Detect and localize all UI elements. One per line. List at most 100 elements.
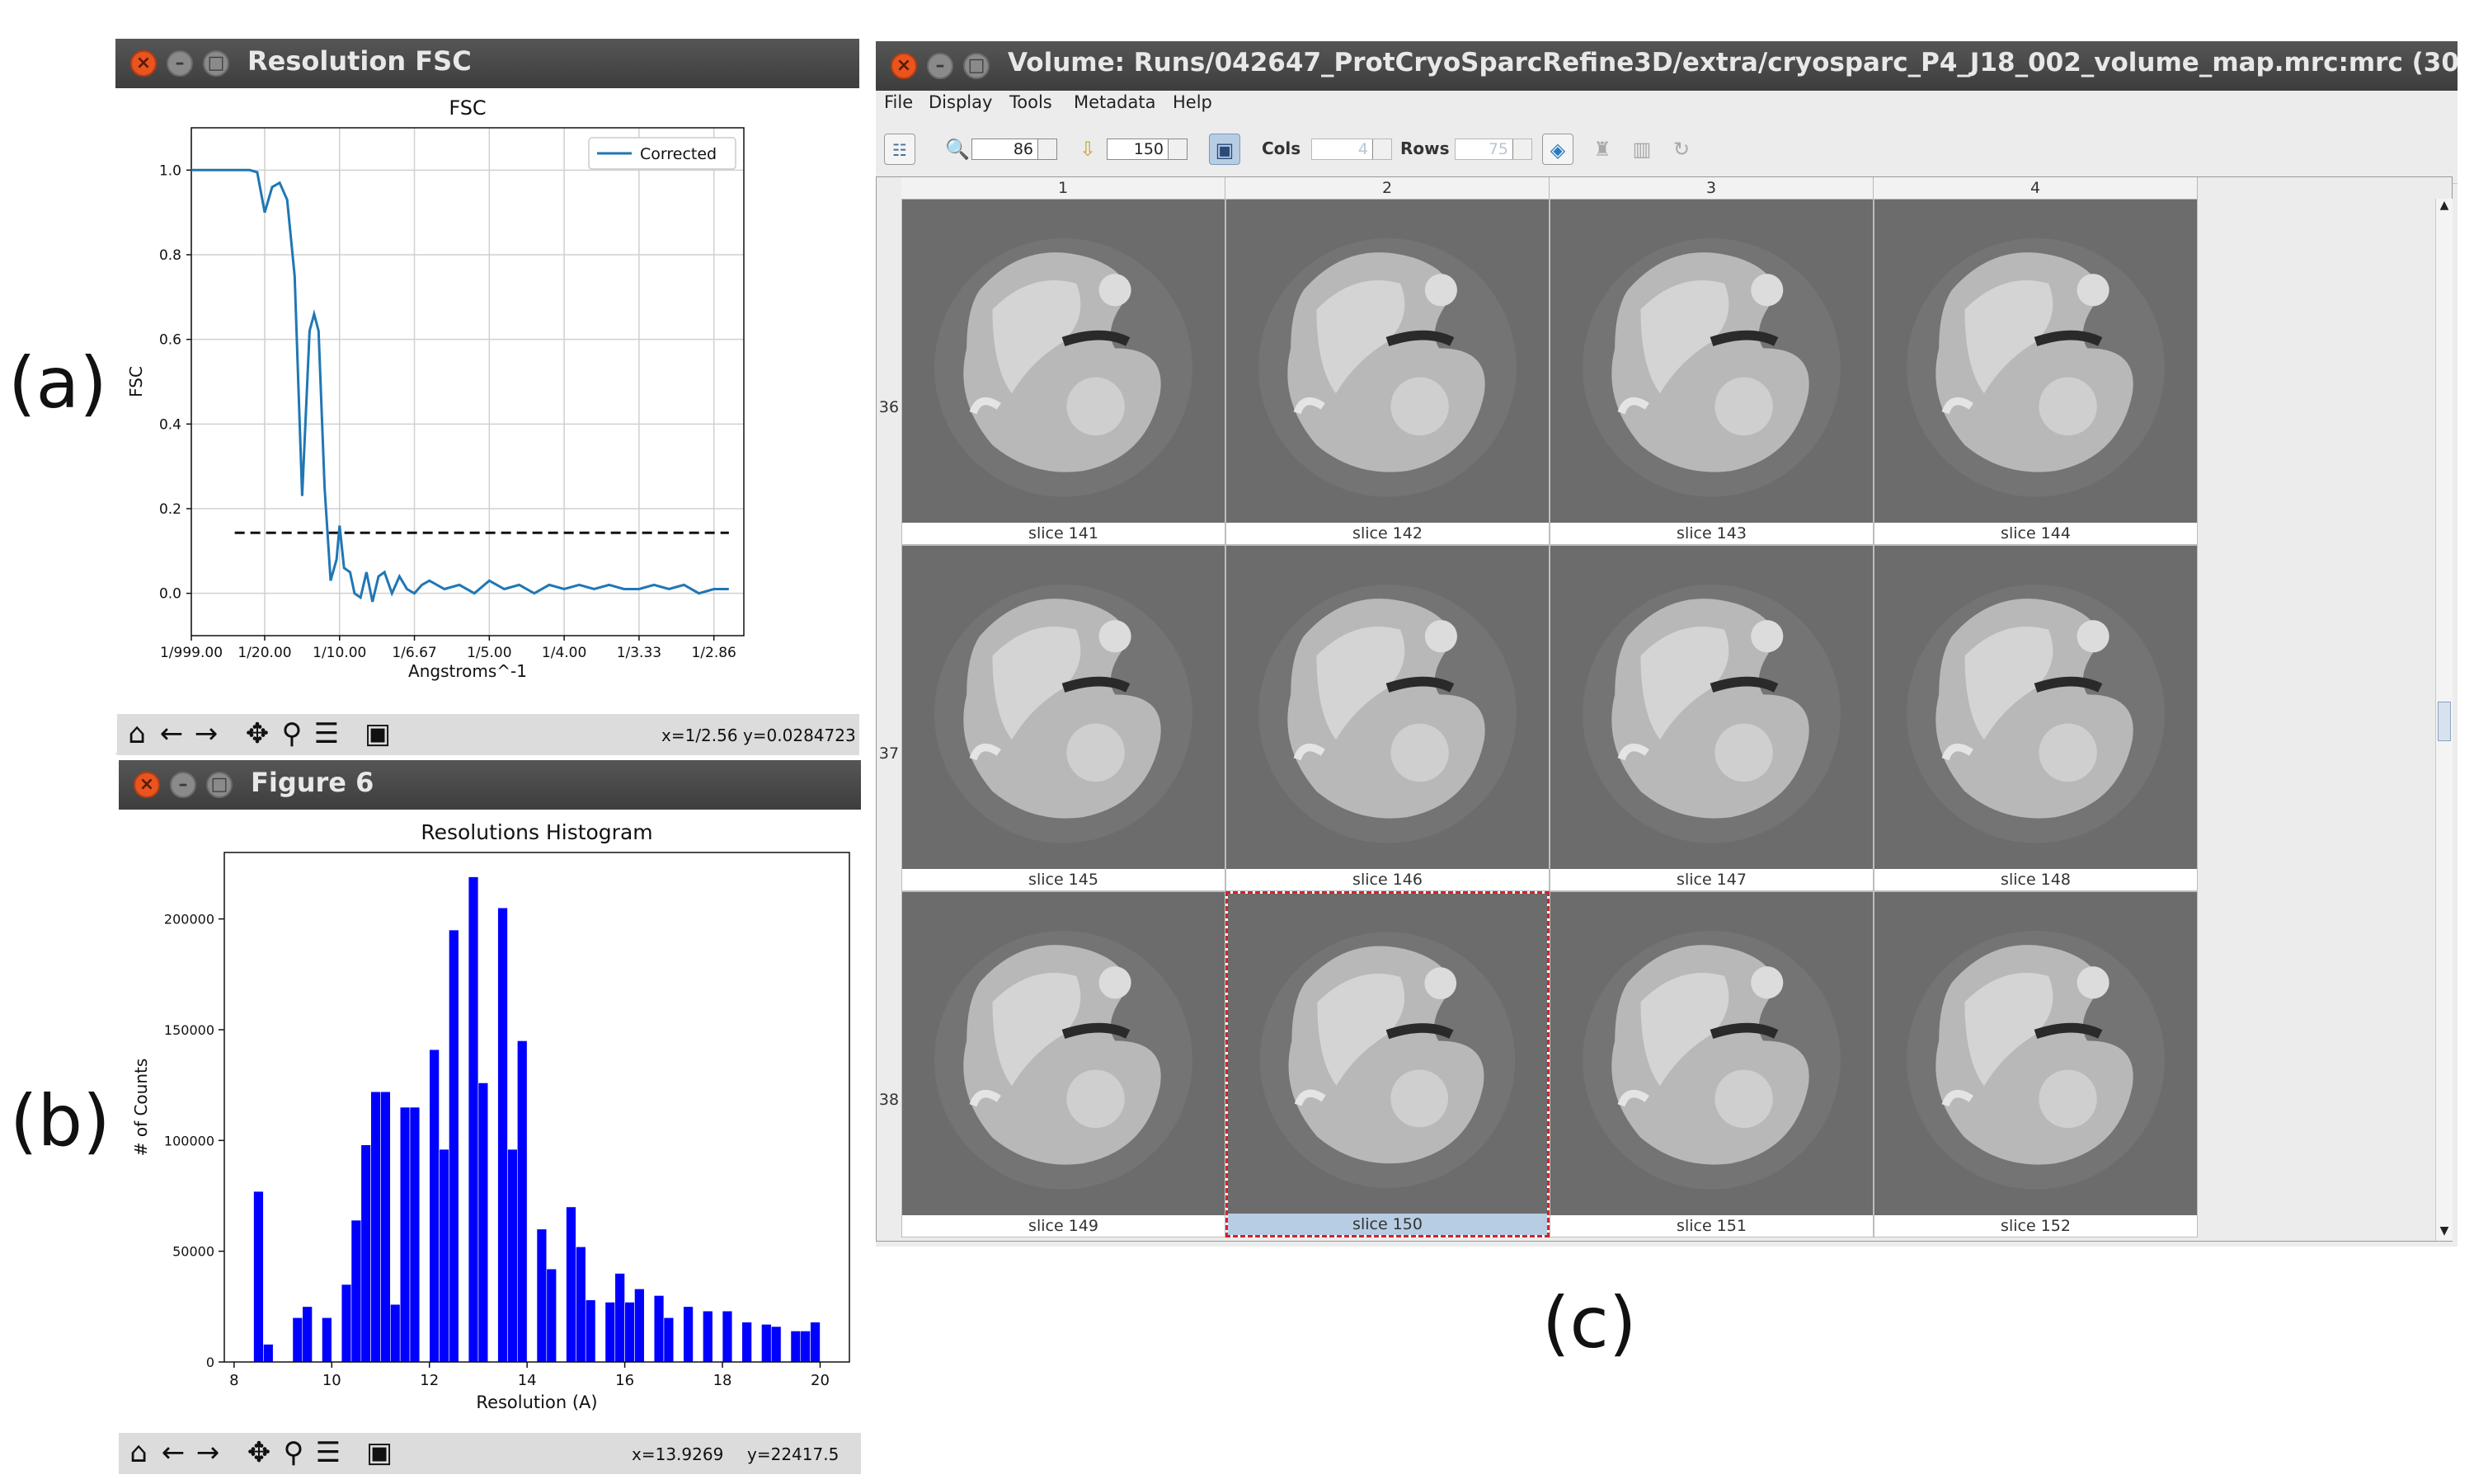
- particle-detail: [1316, 627, 1405, 740]
- window-title: Resolution FSC: [247, 45, 472, 77]
- y-tick-label: 0: [206, 1355, 214, 1370]
- x-tick-label: 1/3.33: [617, 645, 661, 661]
- cols-spinner[interactable]: 4: [1311, 139, 1392, 160]
- binoculars-icon[interactable]: ♜: [1593, 138, 1611, 161]
- y-axis-label: FSC: [126, 366, 146, 397]
- menu-file[interactable]: File: [884, 92, 914, 112]
- refresh-icon[interactable]: ↻: [1672, 138, 1691, 161]
- save-icon[interactable]: ▣: [365, 1436, 393, 1469]
- x-tick-label: 20: [811, 1372, 830, 1389]
- scroll-down-icon[interactable]: ▼: [2439, 1224, 2449, 1237]
- density-map-image: [1583, 238, 1841, 497]
- rows-spinner[interactable]: 75: [1455, 139, 1532, 160]
- minimize-button[interactable]: –: [167, 50, 193, 77]
- close-button[interactable]: ×: [130, 50, 157, 77]
- particle-detail: [1964, 627, 2053, 740]
- histogram-bar: [517, 1040, 528, 1363]
- slice-cell[interactable]: slice 145: [901, 545, 1225, 891]
- minimize-button[interactable]: –: [170, 772, 196, 798]
- configure-icon[interactable]: ☰: [315, 1436, 341, 1469]
- slice-cell[interactable]: slice 147: [1550, 545, 1874, 891]
- slice-cell[interactable]: slice 142: [1225, 199, 1550, 545]
- zoom-icon[interactable]: ⚲: [281, 717, 303, 750]
- column-header[interactable]: 3: [1550, 177, 1874, 199]
- menu-tools[interactable]: Tools: [1009, 92, 1052, 112]
- back-icon[interactable]: ←: [159, 717, 184, 750]
- scroll-up-icon[interactable]: ▲: [2439, 199, 2449, 212]
- maximize-icon: □: [210, 774, 228, 795]
- particle-lobe: [1424, 274, 1457, 307]
- minimize-button[interactable]: –: [927, 53, 953, 79]
- home-icon[interactable]: ⌂: [129, 1436, 148, 1469]
- maximize-button[interactable]: □: [203, 50, 229, 77]
- particle-lobe: [1390, 377, 1449, 436]
- menu-metadata[interactable]: Metadata: [1074, 92, 1156, 112]
- maximize-button[interactable]: □: [206, 772, 233, 798]
- slice-image: [1874, 200, 2197, 523]
- volume-titlebar[interactable]: × – □ Volume: Runs/042647_ProtCryoSparcR…: [876, 41, 2458, 91]
- fsc-titlebar[interactable]: × – □ Resolution FSC: [115, 39, 859, 88]
- vertical-scrollbar[interactable]: ▲ ▼: [2435, 199, 2453, 1241]
- histogram-bar: [653, 1295, 665, 1363]
- normalize-icon[interactable]: ▣: [1209, 134, 1240, 165]
- histogram-bar: [292, 1317, 303, 1363]
- zoom-icon[interactable]: ⚲: [283, 1436, 304, 1469]
- goto-spinner[interactable]: 150: [1107, 139, 1188, 160]
- close-button[interactable]: ×: [134, 772, 160, 798]
- particle-lobe: [1390, 723, 1449, 782]
- configure-icon[interactable]: ☰: [313, 717, 340, 750]
- x-tick-label: 1/20.00: [238, 645, 291, 661]
- histogram-bar: [350, 1219, 362, 1363]
- spinner-arrows-icon[interactable]: [1512, 139, 1531, 159]
- maximize-button[interactable]: □: [963, 53, 990, 79]
- plot-frame: [223, 852, 850, 1363]
- slice-cell[interactable]: slice 152: [1874, 891, 2198, 1237]
- histogram-bar: [477, 1082, 489, 1363]
- spinner-arrows-icon[interactable]: [1372, 139, 1391, 159]
- slice-cell[interactable]: slice 143: [1550, 199, 1874, 545]
- spinner-arrows-icon[interactable]: [1037, 139, 1056, 159]
- menu-help[interactable]: Help: [1173, 92, 1212, 112]
- back-icon[interactable]: ←: [161, 1436, 186, 1469]
- column-header[interactable]: 4: [1874, 177, 2198, 199]
- column-header[interactable]: 2: [1225, 177, 1550, 199]
- close-button[interactable]: ×: [891, 53, 917, 79]
- histogram-titlebar[interactable]: × – □ Figure 6: [119, 760, 861, 810]
- slice-cell[interactable]: slice 148: [1874, 545, 2198, 891]
- particle-lobe: [2039, 723, 2097, 782]
- plot-icon[interactable]: ▥: [1632, 138, 1652, 161]
- spinner-arrows-icon[interactable]: [1168, 139, 1187, 159]
- zoom-spinner[interactable]: 86: [971, 139, 1057, 160]
- density-map-image: [1907, 931, 2165, 1190]
- slice-cell[interactable]: slice 144: [1874, 199, 2198, 545]
- forward-icon[interactable]: →: [195, 1436, 220, 1469]
- list-view-icon[interactable]: ☷: [884, 134, 915, 165]
- volume-cube-icon[interactable]: ◈: [1542, 134, 1573, 165]
- pan-icon[interactable]: ✥: [247, 1436, 271, 1469]
- home-icon[interactable]: ⌂: [128, 717, 146, 750]
- scroll-thumb[interactable]: [2438, 702, 2451, 741]
- close-icon: ×: [896, 55, 912, 76]
- particle-detail: [1317, 974, 1405, 1086]
- slice-cell[interactable]: slice 141: [901, 199, 1225, 545]
- histogram-bar: [341, 1284, 352, 1363]
- slice-cell[interactable]: slice 149: [901, 891, 1225, 1237]
- slice-gallery: 1 2 3 4 36 37 38 slice 141 slice 142 slice…: [876, 176, 2453, 1242]
- particle-edge: [969, 743, 1001, 761]
- slice-cell[interactable]: slice 150: [1225, 891, 1550, 1237]
- particle-detail: [1640, 627, 1729, 740]
- zoom-value: 86: [1013, 140, 1033, 158]
- slice-image: [1550, 200, 1873, 523]
- histogram-bar: [800, 1331, 811, 1363]
- histogram-bar: [253, 1190, 264, 1363]
- slice-cell[interactable]: slice 151: [1550, 891, 1874, 1237]
- menu-display[interactable]: Display: [929, 92, 993, 112]
- column-header[interactable]: 1: [901, 177, 1225, 199]
- histogram-bar: [683, 1306, 694, 1363]
- save-icon[interactable]: ▣: [364, 717, 392, 750]
- slice-image: [902, 546, 1225, 869]
- pan-icon[interactable]: ✥: [245, 717, 270, 750]
- forward-icon[interactable]: →: [194, 717, 219, 750]
- slice-cell[interactable]: slice 146: [1225, 545, 1550, 891]
- particle-detail: [1316, 280, 1405, 394]
